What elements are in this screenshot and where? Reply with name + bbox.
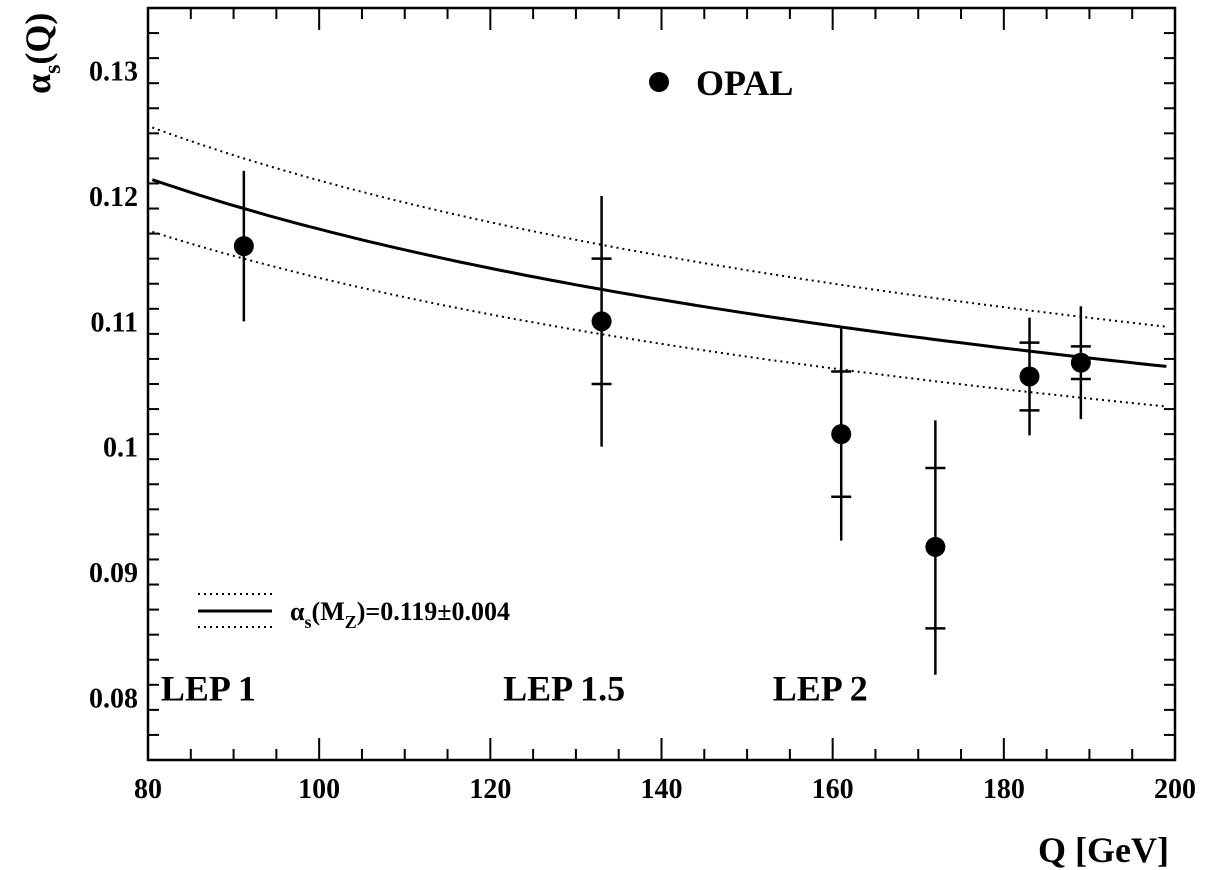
y-tick-label: 0.11 bbox=[91, 307, 138, 338]
lower-curve bbox=[152, 230, 1167, 408]
region-label: LEP 1.5 bbox=[503, 668, 625, 708]
y-tick-label: 0.1 bbox=[103, 433, 138, 464]
region-label: LEP 1 bbox=[161, 668, 256, 708]
x-tick-label: 180 bbox=[983, 774, 1025, 805]
axis-ticks bbox=[147, 7, 1176, 761]
data-point bbox=[1070, 352, 1091, 373]
legend-marker bbox=[649, 72, 669, 92]
plot-frame bbox=[146, 6, 1177, 762]
x-tick-label: 140 bbox=[641, 774, 683, 805]
data-point bbox=[233, 236, 254, 257]
region-label: LEP 2 bbox=[773, 668, 868, 708]
curves bbox=[151, 126, 1167, 408]
upper-curve bbox=[151, 126, 1167, 328]
y-axis-label: αs(Q) bbox=[18, 13, 66, 94]
data-point bbox=[831, 424, 852, 445]
x-tick-label: 200 bbox=[1154, 774, 1196, 805]
legend-marker-label: OPAL bbox=[696, 63, 793, 103]
x-tick-label: 100 bbox=[298, 774, 340, 805]
central-curve bbox=[151, 178, 1167, 368]
legend: OPAL αs(MZ)=0.119±0.004 bbox=[198, 63, 793, 632]
y-tick-label: 0.13 bbox=[89, 57, 138, 88]
y-tick-label: 0.09 bbox=[89, 558, 138, 589]
data-point bbox=[1019, 366, 1040, 387]
x-tick-label: 120 bbox=[469, 774, 511, 805]
data-point bbox=[591, 311, 612, 332]
x-tick-label: 160 bbox=[812, 774, 854, 805]
legend-curve-label: αs(MZ)=0.119±0.004 bbox=[290, 597, 510, 632]
x-tick-label: 80 bbox=[134, 774, 162, 805]
data-point bbox=[925, 536, 946, 557]
y-tick-label: 0.12 bbox=[89, 182, 138, 213]
region-annotations: LEP 1 LEP 1.5 LEP 2 bbox=[161, 668, 868, 708]
axis-labels: 80 100 120 140 160 180 200 0.08 0.09 0.1 0.11 0.12 0… bbox=[18, 13, 1196, 870]
x-axis-label: Q [GeV] bbox=[1038, 830, 1169, 870]
data-points bbox=[233, 170, 1091, 675]
y-tick-label: 0.08 bbox=[89, 683, 138, 714]
